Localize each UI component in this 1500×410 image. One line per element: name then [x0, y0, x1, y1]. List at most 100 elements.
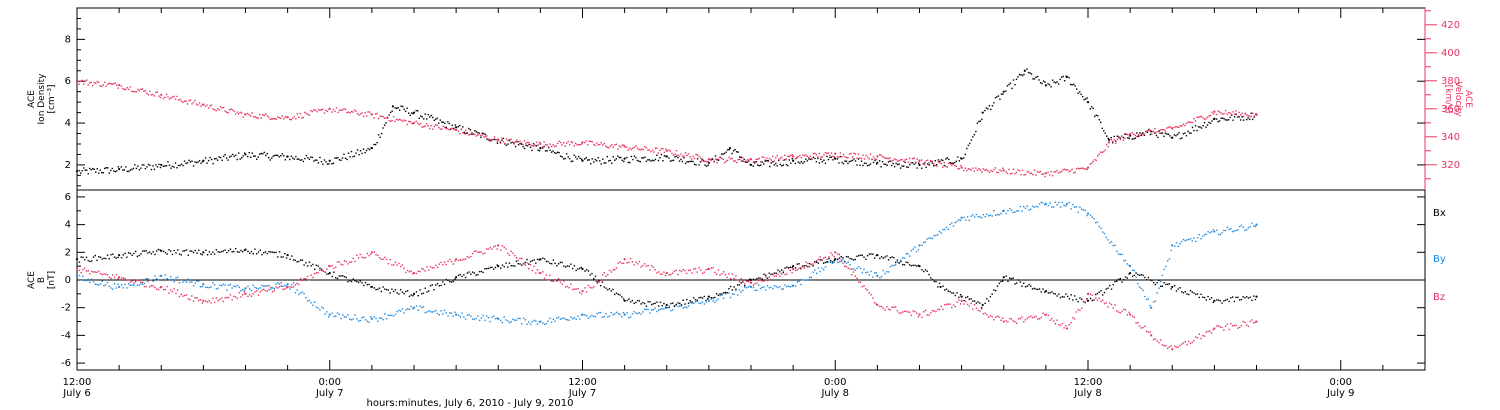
density-series-dot — [1050, 86, 1052, 88]
by-series-dot — [338, 313, 340, 316]
by-series-point — [244, 287, 247, 290]
bx-series-dot — [635, 301, 637, 304]
bz-series-dot — [447, 260, 449, 262]
bx-series-dot — [350, 280, 353, 283]
bz-series-dot — [422, 268, 425, 271]
by-series-dot — [96, 283, 98, 286]
bz-series-dot — [610, 271, 612, 273]
density-series-dot — [645, 160, 648, 163]
bx-series-dot — [1152, 281, 1155, 284]
bx-series-dot — [945, 288, 948, 290]
bz-series-dot — [584, 287, 586, 289]
velocity-series-dot — [471, 131, 473, 134]
velocity-series-dot — [951, 164, 953, 166]
bx-series-dot — [970, 298, 972, 300]
velocity-series-dot — [386, 117, 389, 119]
density-series-dot — [1218, 120, 1221, 122]
velocity-series-dot — [1230, 113, 1233, 116]
bx-series-dot — [1135, 272, 1137, 274]
density-series-dot — [814, 157, 816, 160]
bz-series-dot — [545, 274, 548, 276]
velocity-series-point — [834, 152, 837, 155]
velocity-series-dot — [149, 90, 151, 93]
bx-series-dot — [1049, 292, 1051, 294]
by-series-dot — [1159, 280, 1162, 283]
density-series-dot — [621, 159, 624, 162]
velocity-series-dot — [114, 82, 117, 84]
by-series-dot — [503, 316, 505, 318]
velocity-series-dot — [253, 116, 255, 118]
by-series-dot — [531, 321, 533, 323]
bx-series-dot — [652, 303, 655, 305]
bz-series-dot — [475, 250, 477, 252]
bz-series-dot — [1096, 299, 1099, 301]
density-series-dot — [253, 155, 255, 157]
by-series-dot — [700, 302, 702, 304]
by-series-dot — [1065, 205, 1067, 207]
velocity-series-dot — [110, 83, 112, 85]
bz-series-dot — [394, 261, 397, 264]
density-series-dot — [975, 130, 977, 133]
density-series-dot — [429, 116, 431, 118]
by-series-dot — [310, 302, 312, 304]
density-series-dot — [89, 167, 91, 170]
velocity-series — [75, 79, 1258, 178]
density-series-dot — [1071, 84, 1073, 86]
density-series-dot — [728, 148, 730, 151]
density-series-dot — [820, 158, 822, 161]
velocity-series-dot — [463, 133, 466, 135]
density-series-dot — [462, 126, 464, 128]
bx-series-dot — [264, 251, 267, 253]
velocity-series-dot — [892, 159, 894, 162]
density-series-dot — [1160, 132, 1162, 134]
bx-series-dot — [317, 265, 319, 267]
bz-series-dot — [519, 257, 521, 260]
bz-series-dot — [1009, 317, 1011, 320]
density-series-dot — [335, 157, 338, 159]
by-series-dot — [987, 215, 990, 217]
bx-series-dot — [1028, 283, 1030, 286]
bz-series-dot — [452, 263, 455, 265]
density-series-dot — [936, 164, 938, 166]
bz-series-dot — [431, 267, 433, 269]
bx-series-dot — [1058, 293, 1060, 295]
bz-series-dot — [736, 279, 739, 281]
bz-series-dot — [1224, 325, 1227, 327]
velocity-series-dot — [1187, 121, 1189, 123]
bz-series-dot — [745, 280, 748, 282]
velocity-series-dot — [332, 108, 335, 111]
bz-series-dot — [872, 297, 874, 299]
density-series-dot — [251, 152, 253, 154]
velocity-series-dot — [430, 124, 432, 127]
density-series-dot — [293, 158, 296, 160]
bz-series-dot — [319, 269, 321, 272]
bx-series-dot — [996, 285, 999, 287]
density-series-dot — [973, 133, 976, 136]
by-series-dot — [194, 282, 196, 285]
bx-series-dot — [696, 299, 698, 302]
bz-series-dot — [591, 287, 593, 289]
velocity-series-dot — [532, 145, 535, 147]
bz-series-dot — [256, 290, 258, 292]
density-series-dot — [165, 165, 168, 167]
density-series-dot — [262, 153, 264, 155]
bz-series-dot — [691, 272, 693, 274]
by-series-dot — [210, 286, 212, 288]
velocity-series-dot — [271, 118, 273, 120]
bz-series-dot — [533, 265, 535, 268]
velocity-series-dot — [692, 155, 694, 158]
bx-series-dot — [399, 288, 402, 291]
density-series-dot — [344, 157, 347, 159]
velocity-series-dot — [1056, 169, 1058, 172]
density-series-dot — [1226, 119, 1228, 121]
velocity-series-dot — [848, 153, 851, 155]
bz-series-dot — [777, 273, 779, 276]
by-series-dot — [526, 323, 528, 325]
bz-series-dot — [808, 265, 811, 268]
bx-series-dot — [177, 249, 179, 251]
bx-series-dot — [215, 249, 218, 251]
density-series-dot — [92, 168, 94, 170]
velocity-series-dot — [1188, 121, 1191, 123]
by-series-dot — [972, 214, 974, 216]
velocity-series-dot — [644, 145, 646, 148]
